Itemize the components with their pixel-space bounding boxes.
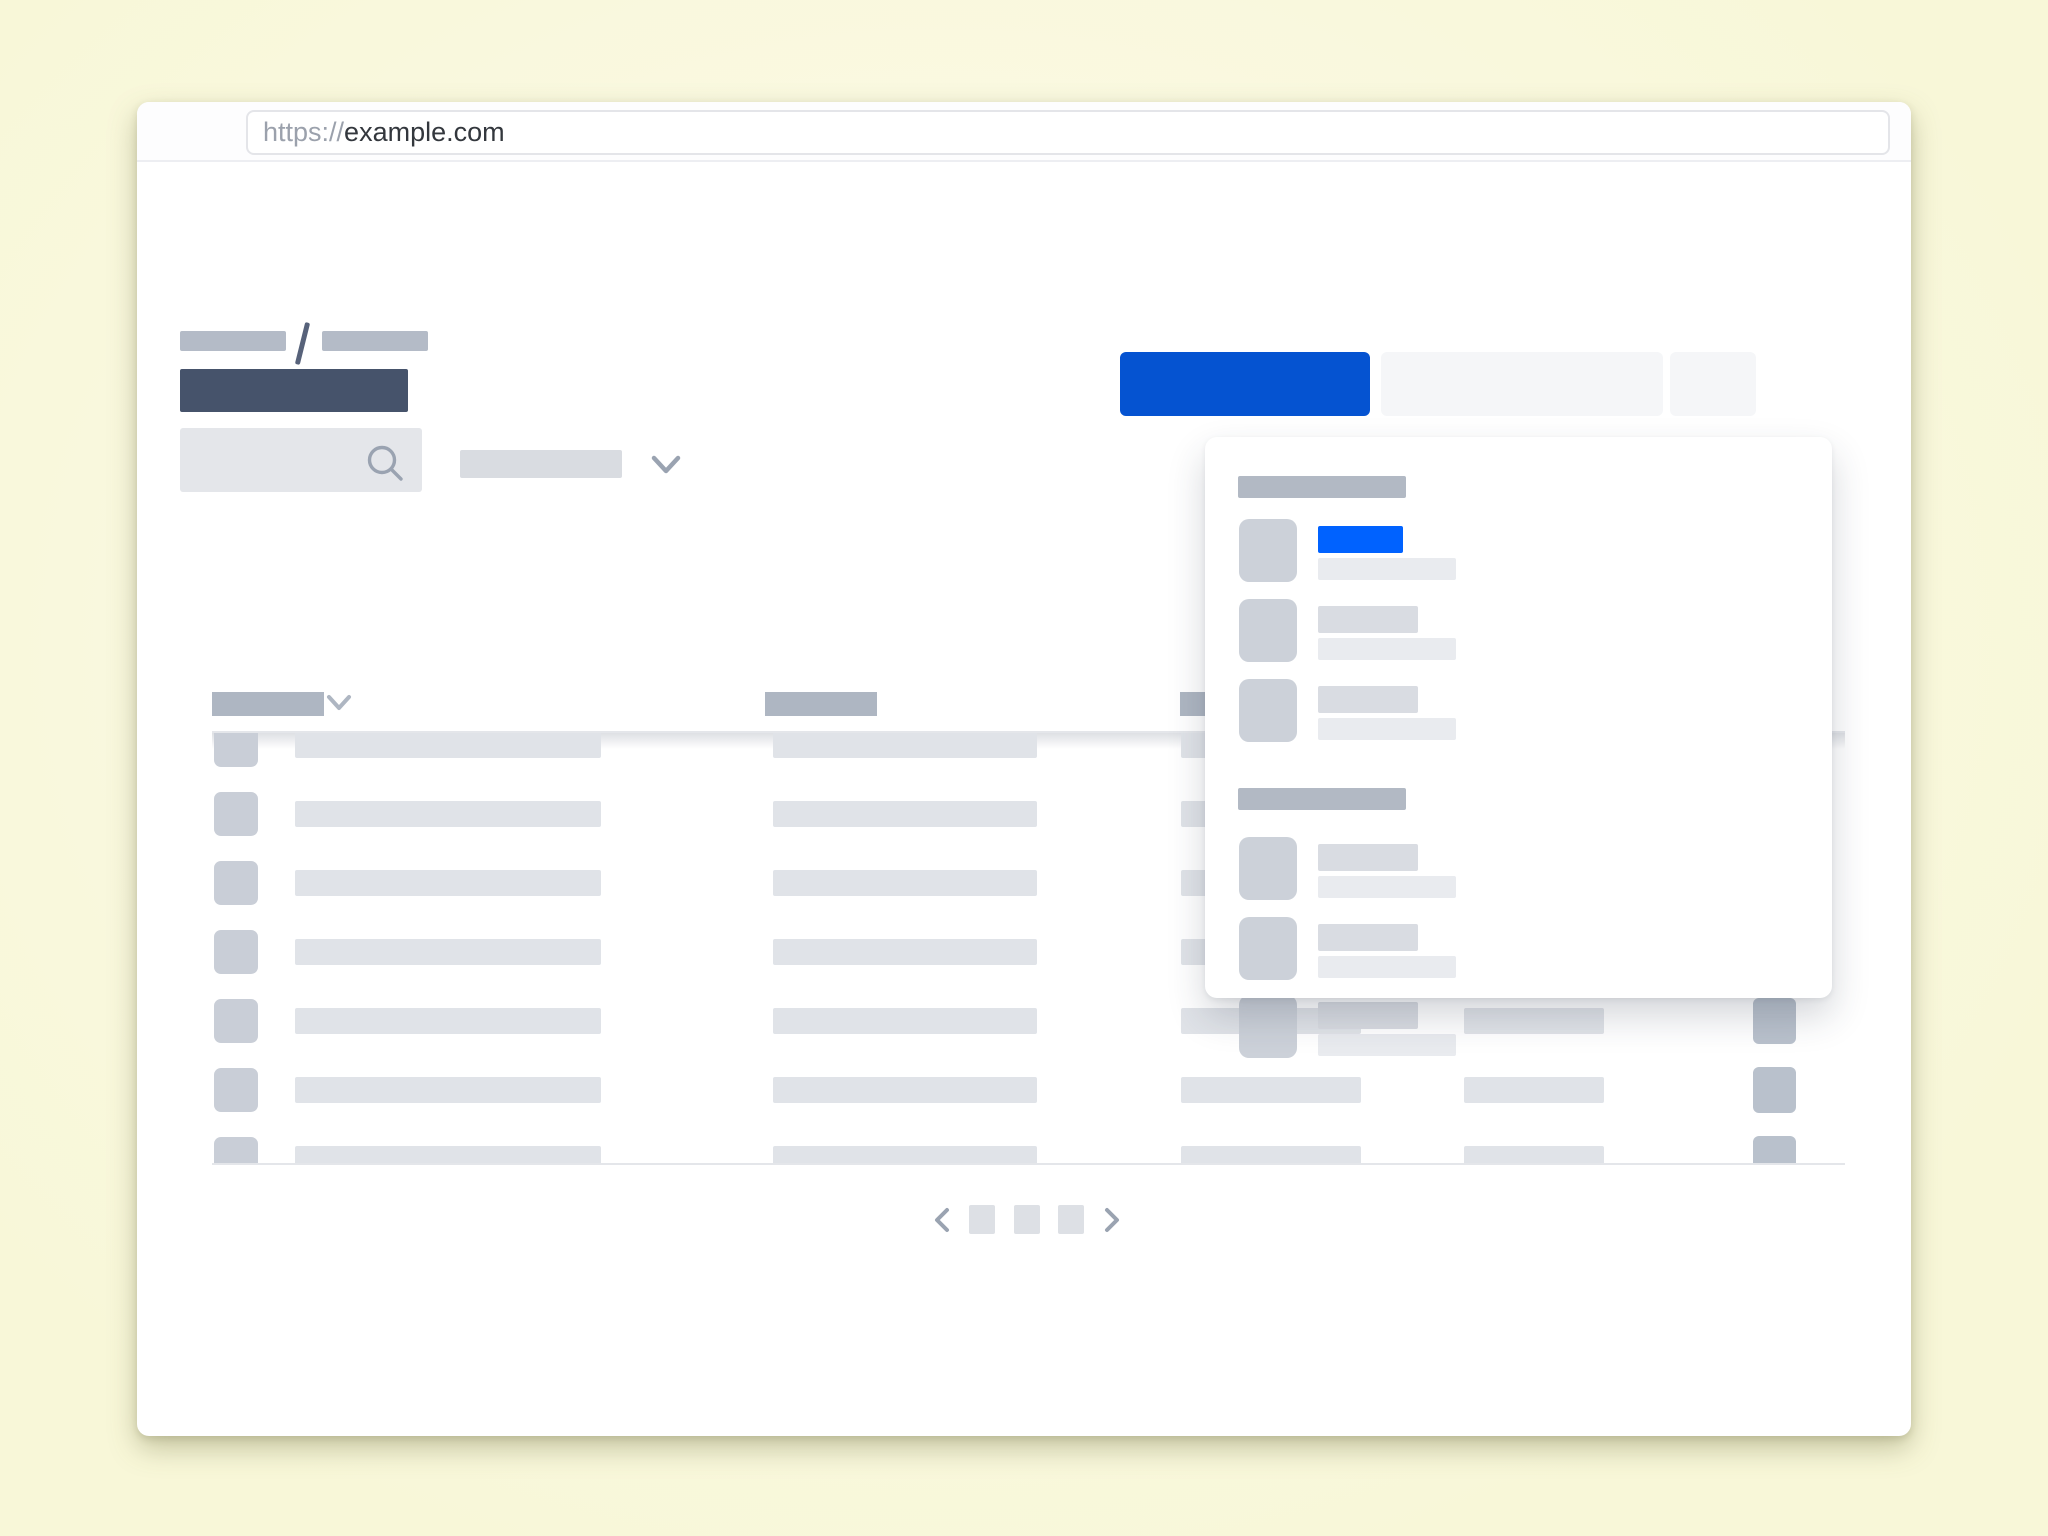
avatar: [1239, 917, 1297, 980]
avatar: [1239, 995, 1297, 1058]
popover-list-item[interactable]: [1239, 679, 1799, 743]
table-row[interactable]: [137, 998, 1911, 1044]
status-tag: [1753, 1136, 1796, 1163]
page-button[interactable]: [969, 1205, 995, 1234]
column-header-sortable[interactable]: [212, 692, 324, 716]
cell-placeholder: [1464, 1146, 1604, 1163]
avatar: [1239, 599, 1297, 662]
cell-placeholder: [295, 801, 601, 827]
item-title-placeholder: [1318, 924, 1418, 951]
cell-placeholder: [295, 870, 601, 896]
row-checkbox[interactable]: [214, 1137, 258, 1163]
item-title-placeholder: [1318, 686, 1418, 713]
breadcrumb-separator: [294, 322, 311, 365]
dropdown-popover: [1205, 437, 1832, 998]
column-header[interactable]: [765, 692, 877, 716]
cell-placeholder: [1181, 1146, 1361, 1163]
cell-placeholder: [773, 733, 1037, 758]
popover-list-item[interactable]: [1239, 917, 1799, 981]
browser-window: https://example.com: [137, 102, 1911, 1436]
item-title-placeholder: [1318, 606, 1418, 633]
item-subtitle-placeholder: [1318, 876, 1456, 898]
table-row[interactable]: [137, 1067, 1911, 1113]
row-checkbox[interactable]: [214, 792, 258, 836]
cell-placeholder: [295, 1077, 601, 1103]
item-subtitle-placeholder: [1318, 718, 1456, 740]
secondary-action-button[interactable]: [1381, 352, 1663, 416]
row-checkbox[interactable]: [214, 930, 258, 974]
avatar: [1239, 679, 1297, 742]
page-title-placeholder: [180, 369, 408, 412]
cell-placeholder: [773, 801, 1037, 827]
popover-section-header: [1238, 788, 1406, 810]
cell-placeholder: [773, 1008, 1037, 1034]
tertiary-action-button[interactable]: [1670, 352, 1756, 416]
popover-list-item[interactable]: [1239, 599, 1799, 663]
page-button[interactable]: [1058, 1205, 1084, 1234]
cell-placeholder: [773, 870, 1037, 896]
cell-placeholder: [773, 1146, 1037, 1163]
avatar: [1239, 519, 1297, 582]
breadcrumb-segment-placeholder[interactable]: [180, 331, 286, 351]
cell-placeholder: [1181, 1077, 1361, 1103]
sort-chevron-down-icon[interactable]: [326, 694, 352, 714]
chevron-right-icon[interactable]: [1102, 1206, 1122, 1234]
url-scheme: https://: [263, 117, 345, 147]
search-input[interactable]: [180, 428, 422, 492]
avatar: [1239, 837, 1297, 900]
page-button[interactable]: [1013, 1205, 1040, 1234]
status-tag: [1753, 1067, 1796, 1113]
row-checkbox[interactable]: [214, 861, 258, 905]
chevron-down-icon[interactable]: [650, 454, 682, 476]
cell-placeholder: [1464, 1077, 1604, 1103]
cell-placeholder: [295, 1008, 601, 1034]
row-checkbox[interactable]: [214, 1068, 258, 1112]
table-row[interactable]: [137, 1136, 1911, 1163]
table-bottom-divider: [212, 1163, 1845, 1165]
row-checkbox[interactable]: [214, 999, 258, 1043]
cell-placeholder: [295, 939, 601, 965]
status-tag: [1753, 998, 1796, 1044]
list-item-overflow[interactable]: [1239, 995, 1799, 1059]
table-header-divider: [212, 731, 1845, 733]
search-icon: [367, 445, 403, 481]
chevron-left-icon[interactable]: [932, 1206, 952, 1234]
item-title-placeholder: [1318, 844, 1418, 871]
browser-chrome: https://example.com: [137, 102, 1911, 162]
popover-list-item[interactable]: [1239, 837, 1799, 901]
cell-placeholder: [773, 939, 1037, 965]
item-subtitle-placeholder: [1318, 558, 1456, 580]
item-subtitle-placeholder: [1318, 638, 1456, 660]
cell-placeholder: [773, 1077, 1037, 1103]
cell-placeholder: [295, 733, 601, 758]
item-subtitle-placeholder: [1318, 1034, 1456, 1056]
filter-dropdown[interactable]: [460, 450, 622, 478]
item-subtitle-placeholder: [1318, 956, 1456, 978]
popover-section-header: [1238, 476, 1406, 498]
primary-action-button[interactable]: [1120, 352, 1370, 416]
popover-list-item[interactable]: [1239, 519, 1799, 583]
url-bar[interactable]: https://example.com: [246, 110, 1890, 155]
url-host: example.com: [344, 117, 505, 147]
item-title-placeholder: [1318, 1002, 1418, 1029]
item-title-highlight: [1318, 526, 1403, 553]
cell-placeholder: [295, 1146, 601, 1163]
row-checkbox[interactable]: [214, 733, 258, 767]
breadcrumb-segment-placeholder[interactable]: [322, 331, 428, 351]
cell-placeholder: [1464, 1008, 1604, 1034]
